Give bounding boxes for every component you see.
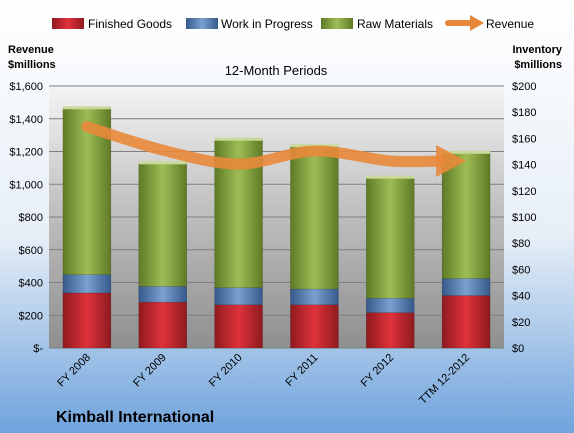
bar-top-cap [214, 137, 263, 141]
bar-top-cap [442, 150, 491, 154]
left-tick-label: $- [33, 343, 43, 355]
bar-top-cap [138, 161, 187, 165]
left-tick-label: $1,400 [9, 114, 43, 126]
legend-swatch-work-in-progress [186, 18, 218, 29]
right-axis-ticks: $0 $20 $40 $60 $80 $100 $120 $140 $160 $180 $200 [512, 81, 536, 355]
bar-finished-goods [214, 304, 263, 349]
bar-finished-goods [290, 304, 339, 349]
right-tick-label: $40 [512, 291, 530, 303]
bar-raw-materials [290, 146, 339, 290]
bar-raw-materials [366, 177, 415, 299]
legend: Finished Goods Work in Progress Raw Mate… [52, 15, 534, 31]
right-tick-label: $20 [512, 317, 530, 329]
left-tick-label: $1,000 [9, 179, 43, 191]
right-tick-label: $160 [512, 133, 536, 145]
legend-swatch-raw-materials [321, 18, 353, 29]
left-tick-label: $1,600 [9, 81, 43, 93]
bar-top-cap [366, 175, 415, 179]
right-tick-label: $60 [512, 264, 530, 276]
bar-finished-goods [138, 301, 187, 349]
left-tick-label: $1,200 [9, 147, 43, 159]
right-tick-label: $0 [512, 343, 524, 355]
left-tick-label: $400 [19, 278, 43, 290]
legend-swatch-revenue [445, 15, 484, 31]
legend-label-revenue: Revenue [486, 17, 534, 31]
bar-work-in-progress [366, 297, 415, 313]
right-tick-label: $120 [512, 186, 536, 198]
right-tick-label: $200 [512, 81, 536, 93]
right-tick-label: $80 [512, 238, 530, 250]
left-tick-label: $200 [19, 310, 43, 322]
bar-work-in-progress [138, 286, 187, 303]
bar-raw-materials [138, 163, 187, 287]
bar-finished-goods [62, 292, 112, 349]
right-axis-title-line2: $millions [514, 59, 562, 71]
bar-raw-materials [441, 152, 491, 279]
left-axis-title-line2: $millions [8, 59, 56, 71]
legend-swatch-finished-goods [52, 18, 84, 29]
bars [62, 106, 491, 349]
revenue-line [81, 121, 467, 177]
revenue-arrowhead [436, 144, 467, 177]
chart-title: 12-Month Periods [225, 63, 328, 78]
bar-finished-goods [366, 312, 415, 349]
bar-work-in-progress [214, 287, 263, 306]
left-axis-ticks: $- $200 $400 $600 $800 $1,000 $1,200 $1,400 $1,6… [9, 81, 43, 355]
bar-work-in-progress [62, 274, 112, 294]
bar-work-in-progress [441, 278, 491, 296]
bar-work-in-progress [290, 288, 339, 306]
left-tick-label: $600 [19, 245, 43, 257]
left-tick-label: $800 [19, 212, 43, 224]
left-axis-title-line1: Revenue [8, 44, 54, 56]
legend-label-raw-materials: Raw Materials [357, 17, 433, 31]
legend-label-work-in-progress: Work in Progress [221, 17, 313, 31]
right-axis-title-line1: Inventory [512, 44, 562, 56]
bar-top-cap [62, 106, 111, 110]
bar-finished-goods [441, 295, 491, 349]
right-tick-label: $140 [512, 160, 536, 172]
gridlines [49, 85, 504, 349]
legend-label-finished-goods: Finished Goods [88, 17, 172, 31]
right-tick-label: $100 [512, 212, 536, 224]
right-tick-label: $180 [512, 107, 536, 119]
company-name: Kimball International [56, 409, 214, 426]
revenue-line-path [81, 121, 446, 170]
